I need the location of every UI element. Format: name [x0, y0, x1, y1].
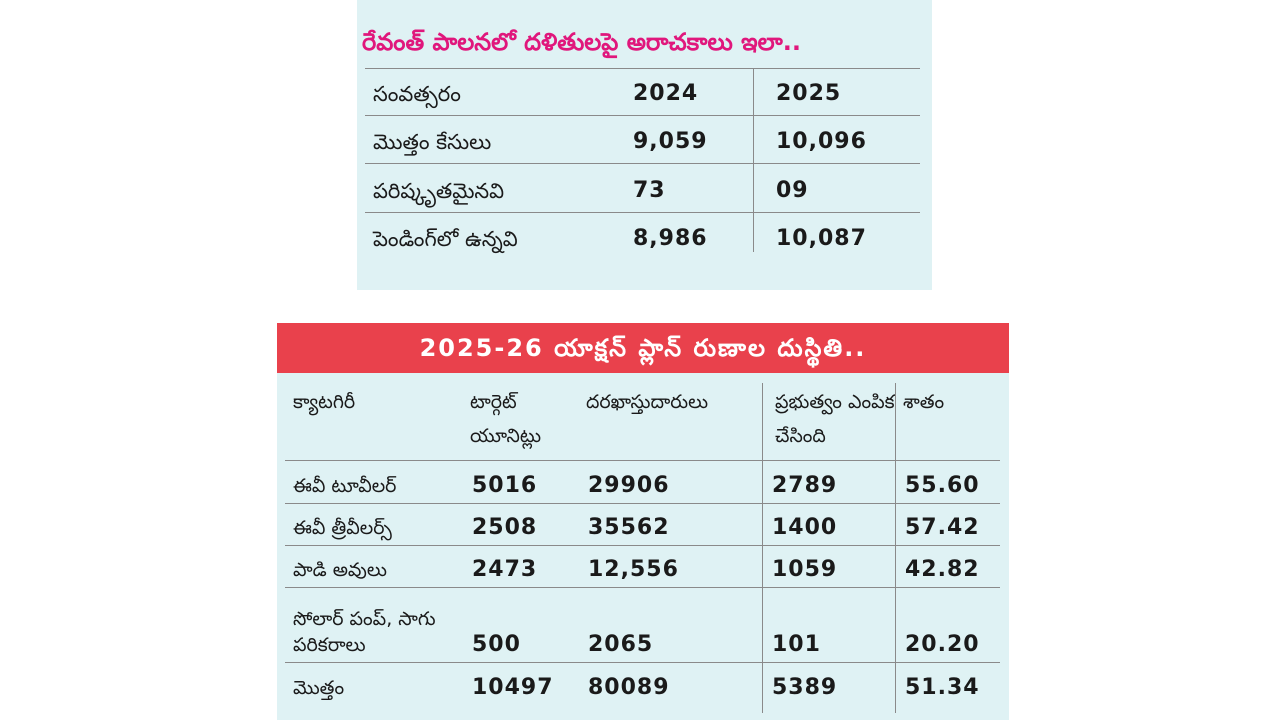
- cell-value: 09: [776, 178, 809, 203]
- cell-value: 35562: [588, 515, 670, 540]
- row-label: సోలార్ పంప్, సాగు పరికరాలు: [293, 608, 436, 656]
- row-divider: [285, 587, 1000, 588]
- row-divider: [285, 503, 1000, 504]
- cell-value: 73: [633, 178, 666, 203]
- table-1-title: రేవంత్ పాలనలో దళితులపై అరాచకాలు ఇలా..: [362, 28, 802, 56]
- cell-value: 2025: [776, 81, 842, 106]
- row-label: ఈవీ టూవీలర్: [293, 475, 397, 497]
- cell-value: 80089: [588, 675, 670, 700]
- cell-value: 57.42: [905, 515, 980, 540]
- cell-value: 2065: [588, 632, 654, 657]
- column-header: శాతం: [903, 391, 945, 413]
- column-header: ప్రభుత్వం ఎంపిక చేసింది: [775, 391, 895, 447]
- cell-value: 10,087: [776, 226, 867, 251]
- cell-value: 500: [472, 632, 521, 657]
- row-label: ఈవీ త్రీవీలర్స్: [293, 517, 392, 539]
- cell-value: 1059: [772, 557, 838, 582]
- column-header: దరఖాస్తుదారులు: [586, 391, 709, 413]
- cell-value: 9,059: [633, 129, 708, 154]
- cell-value: 20.20: [905, 632, 980, 657]
- row-divider: [285, 545, 1000, 546]
- cell-value: 1400: [772, 515, 838, 540]
- cell-value: 2024: [633, 81, 699, 106]
- cell-value: 55.60: [905, 473, 980, 498]
- cell-value: 10497: [472, 675, 554, 700]
- column-divider: [753, 68, 754, 252]
- row-label: పాడి అవులు: [293, 559, 387, 581]
- cell-value: 5389: [772, 675, 838, 700]
- row-divider: [365, 115, 920, 116]
- table-2-title-bar: [277, 323, 1009, 373]
- cell-value: 51.34: [905, 675, 980, 700]
- column-header: టార్గెట్ యూనిట్లు: [470, 391, 542, 447]
- row-divider: [285, 460, 1000, 461]
- cell-value: 10,096: [776, 129, 867, 154]
- row-label: మొత్తం: [293, 677, 345, 699]
- cell-value: 12,556: [588, 557, 679, 582]
- row-divider: [365, 212, 920, 213]
- cell-value: 101: [772, 632, 821, 657]
- table-2-title: 2025-26 యాక్షన్ ప్లాన్ రుణాల దుస్థితి..: [419, 334, 867, 362]
- cell-value: 8,986: [633, 226, 708, 251]
- row-divider: [365, 163, 920, 164]
- row-label: మొత్తం కేసులు: [373, 130, 492, 154]
- row-divider: [365, 68, 920, 69]
- row-label: సంవత్సరం: [373, 82, 461, 106]
- row-label: పరిష్కృతమైనవి: [373, 179, 505, 203]
- row-label: పెండింగ్‌లో ఉన్నవి: [373, 227, 518, 251]
- cell-value: 2508: [472, 515, 538, 540]
- cell-value: 42.82: [905, 557, 980, 582]
- table-1-panel: [357, 0, 932, 290]
- column-header: క్యాటగిరీ: [293, 391, 356, 413]
- row-divider: [285, 662, 1000, 663]
- table-2-panel: [277, 323, 1009, 720]
- column-divider: [895, 383, 896, 713]
- cell-value: 2473: [472, 557, 538, 582]
- cell-value: 5016: [472, 473, 538, 498]
- cell-value: 2789: [772, 473, 838, 498]
- column-divider: [762, 383, 763, 713]
- cell-value: 29906: [588, 473, 670, 498]
